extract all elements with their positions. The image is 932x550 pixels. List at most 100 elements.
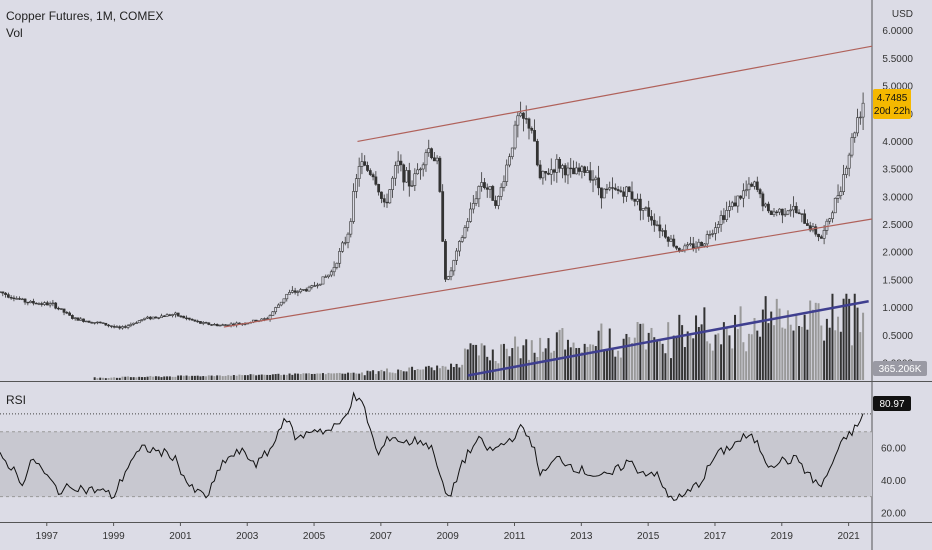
volume-bar [575, 348, 578, 380]
volume-bar [452, 367, 455, 380]
candle-body [485, 187, 489, 190]
candle-body [196, 320, 200, 323]
volume-bar [700, 324, 703, 380]
volume-bar [291, 374, 294, 380]
candle-body [215, 324, 219, 327]
candle-body [396, 160, 400, 166]
candle-body [594, 177, 598, 180]
candle-body [368, 170, 372, 175]
volume-bar [224, 375, 227, 380]
volume-bar [817, 303, 820, 380]
candle-body [700, 241, 704, 247]
candle-body [549, 169, 553, 175]
candle-body [438, 157, 442, 192]
volume-bar [792, 330, 795, 380]
volume-bar [358, 373, 361, 380]
volume-bar [143, 377, 146, 380]
volume-trend-line[interactable] [467, 300, 869, 377]
volume-bar [341, 373, 344, 380]
volume-bar [450, 363, 453, 380]
volume-bar [839, 331, 842, 380]
candle-body [98, 321, 102, 324]
volume-bar [578, 347, 581, 380]
candle-body [402, 164, 406, 183]
candle-body [182, 315, 186, 319]
volume-bar [140, 377, 143, 380]
volume-bar [383, 371, 386, 380]
candle-body [435, 157, 439, 162]
volume-bar [271, 374, 274, 380]
candle-body [277, 304, 280, 308]
candle-body [547, 172, 550, 175]
candle-body [293, 290, 297, 293]
candle-body [290, 290, 294, 293]
candle-body [126, 325, 130, 328]
volume-bars [93, 293, 865, 380]
volume-bar [157, 376, 160, 380]
volume-bar [405, 371, 408, 380]
candle-body [474, 198, 478, 204]
candle-body [168, 314, 172, 316]
candle-body [321, 276, 325, 285]
volume-bar [580, 352, 583, 380]
volume-bar [146, 376, 149, 380]
candle-body [778, 208, 781, 213]
volume-bar [692, 338, 695, 380]
volume-bar [374, 373, 377, 380]
price-tick-label: 1.5000 [882, 275, 913, 286]
candle-body [207, 322, 211, 325]
candle-body [391, 177, 394, 190]
candle-body [405, 170, 408, 183]
volume-bar [430, 367, 433, 380]
volume-bar [182, 375, 185, 380]
time-tick-label: 2017 [704, 531, 727, 542]
candle-body [502, 181, 506, 188]
price-tick-label: 3.5000 [882, 165, 913, 176]
candle-body [586, 170, 589, 173]
channel-upper-line[interactable] [357, 45, 873, 143]
candle-body [856, 117, 859, 134]
volume-bar [154, 376, 157, 380]
candle-body [76, 317, 80, 321]
volume-bar [391, 372, 394, 380]
candle-body [544, 171, 548, 174]
candle-body [831, 212, 834, 220]
volume-bar [708, 343, 711, 380]
volume-legend: Vol [6, 26, 23, 40]
volume-bar [355, 373, 358, 380]
volume-bar [795, 314, 798, 380]
candle-body [313, 285, 317, 287]
price-axis[interactable]: 0.00000.50001.00001.50002.00002.50003.00… [882, 26, 913, 369]
time-tick-label: 2001 [169, 531, 192, 542]
candle-body [37, 303, 41, 305]
volume-bar [636, 322, 639, 380]
candle-body [460, 237, 464, 242]
candle-body [148, 316, 152, 320]
candle-body [366, 165, 369, 171]
candle-body [441, 191, 445, 242]
candle-body [599, 187, 603, 199]
volume-bar [335, 373, 338, 380]
candle-body [563, 165, 567, 176]
volume-bar [241, 375, 244, 380]
volume-bar [380, 369, 383, 380]
candle-body [282, 298, 286, 303]
candle-body [522, 112, 525, 119]
time-axis[interactable]: 1997 1999 2001 2003 2005 2007 2009 2011 2013 2015… [36, 522, 861, 542]
candle-body [505, 164, 509, 182]
candle-body [780, 208, 784, 216]
candle-body [755, 181, 759, 190]
volume-bar [163, 376, 166, 380]
volume-bar [160, 377, 163, 380]
candle-body [449, 270, 453, 277]
candle-body [789, 209, 793, 212]
volume-bar [185, 375, 188, 380]
volume-bar [608, 328, 611, 380]
volume-bar [689, 335, 692, 380]
rsi-axis[interactable]: 20.00 40.00 60.00 [881, 443, 906, 519]
candle-body [775, 211, 779, 214]
candle-body [686, 244, 690, 247]
channel-lower-line[interactable] [223, 218, 873, 328]
volume-bar [544, 348, 547, 380]
